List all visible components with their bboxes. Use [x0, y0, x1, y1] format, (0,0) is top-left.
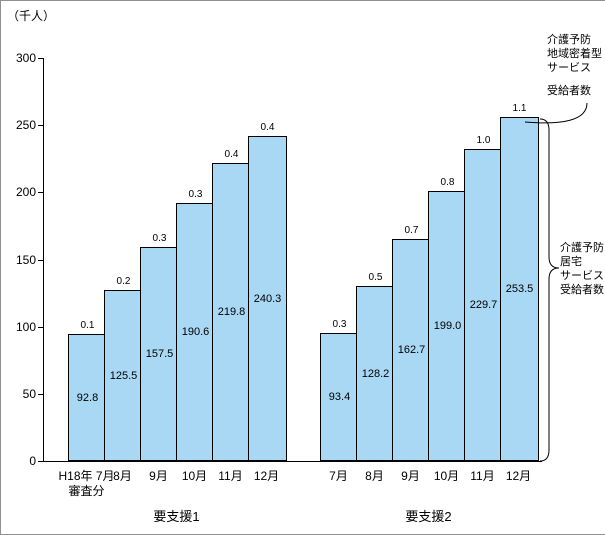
bar-group1-3: 157.5 0.3 — [140, 233, 179, 461]
bar-top-value-label: 0.5 — [368, 272, 383, 283]
legend-home-line-3: サービス — [560, 270, 604, 282]
bar-value-label: 240.3 — [253, 292, 282, 305]
x-tick-label: 8月 — [365, 469, 384, 483]
legend-community-line-2: 地域密着型 — [547, 48, 602, 60]
bar-top-value-label: 0.4 — [260, 122, 275, 133]
legend-home-line-4: 受給者数 — [560, 284, 604, 296]
x-tick-label: 8月 — [113, 469, 132, 483]
bar-group1-4: 190.6 0.3 — [176, 189, 215, 461]
y-tick-label: 0 — [29, 454, 36, 468]
brace-home-service — [539, 118, 560, 462]
y-tick-mark — [38, 326, 43, 328]
legend-community-type-service: 介護予防 地域密着型 サービス 受給者数 — [547, 33, 602, 98]
bar-group2-2: 128.2 0.5 — [356, 272, 395, 461]
x-tick-label: H18年 7月 審査分 — [58, 469, 115, 498]
bar-group2-5: 229.7 1.0 — [464, 135, 503, 461]
bar-top-value-label: 0.4 — [224, 149, 239, 160]
bar-value-label: 157.5 — [145, 348, 174, 360]
legend-community-line-1: 介護予防 — [547, 34, 591, 46]
bar-value-label: 199.0 — [433, 320, 462, 332]
bar-value-label: 93.4 — [328, 391, 351, 403]
bar-top-value-label: 0.3 — [188, 189, 203, 200]
bar-group2-3: 162.7 0.7 — [392, 225, 431, 461]
leader-line — [524, 102, 588, 124]
bar-group2-4: 199.0 0.8 — [428, 177, 467, 461]
bar-group2-1: 93.4 0.3 — [320, 319, 359, 461]
x-tick-label: 9月 — [149, 469, 168, 483]
bar-value-label: 190.6 — [181, 326, 210, 338]
bar-group2-6: 253.5 1.1 — [500, 103, 539, 461]
y-tick-label: 50 — [22, 386, 36, 401]
x-tick-label: 10月 — [433, 469, 460, 483]
bar-top-value-label: 0.8 — [440, 177, 455, 188]
bar-value-label: 229.7 — [469, 299, 498, 311]
x-tick-label: 10月 — [181, 469, 208, 483]
y-tick-label: 200 — [15, 185, 36, 200]
x-tick-label: 11月 — [218, 469, 243, 483]
legend-community-line-4: 受給者数 — [547, 85, 591, 97]
bar-top-value-label: 0.1 — [80, 320, 95, 331]
y-tick-label: 250 — [15, 118, 36, 133]
y-tick-label: 150 — [15, 252, 36, 267]
bar-value-label: 128.2 — [361, 367, 390, 380]
x-tick-label: 9月 — [401, 469, 420, 483]
bar-top-value-label: 0.3 — [152, 233, 167, 244]
y-tick-mark — [38, 461, 43, 462]
y-tick-label: 100 — [15, 319, 36, 334]
bar-top-value-label: 1.0 — [476, 135, 491, 146]
bar-value-label: 162.7 — [397, 344, 426, 356]
group-label: 要支援2 — [405, 509, 452, 524]
bar-top-value-label: 0.3 — [332, 319, 347, 330]
y-tick-mark — [38, 58, 43, 59]
bar-value-label: 253.5 — [505, 283, 534, 295]
bar-top-value-label: 0.7 — [404, 225, 419, 236]
legend-home-line-1: 介護予防 — [560, 242, 604, 254]
bar-top-value-label: 0.2 — [116, 276, 131, 287]
x-tick-label: 7月 — [329, 469, 348, 483]
bar-group1-1: 92.8 0.1 — [68, 320, 107, 461]
bar-value-label: 219.8 — [217, 306, 246, 318]
x-tick-label: 11月 — [470, 469, 495, 483]
legend-community-line-3: サービス — [547, 62, 591, 74]
bar-group1-2: 125.5 0.2 — [104, 276, 143, 461]
y-tick-label: 300 — [15, 51, 36, 65]
bar-top-value-label: 1.1 — [512, 103, 527, 114]
y-tick-mark — [38, 192, 43, 194]
group-label: 要支援1 — [153, 509, 200, 524]
bar-group1-6: 240.3 0.4 — [248, 122, 287, 461]
y-axis-unit-label: （千人） — [7, 9, 56, 23]
legend-home-service: 介護予防 居宅 サービス 受給者数 — [560, 241, 604, 297]
bar-group1-5: 219.8 0.4 — [212, 149, 251, 461]
x-tick-label: 12月 — [505, 469, 532, 483]
bar-value-label: 92.8 — [76, 391, 99, 404]
plot-area: 92.8 0.1 H18年 7月 審査分 125.5 0.2 8月 157.5 0.3 9月 19… — [43, 58, 542, 524]
legend-home-line-2: 居宅 — [560, 256, 582, 268]
y-tick-mark — [38, 259, 43, 261]
bar-value-label: 125.5 — [109, 369, 138, 382]
y-tick-mark — [38, 125, 43, 127]
x-tick-label: 12月 — [253, 469, 280, 483]
y-tick-mark — [38, 393, 43, 395]
